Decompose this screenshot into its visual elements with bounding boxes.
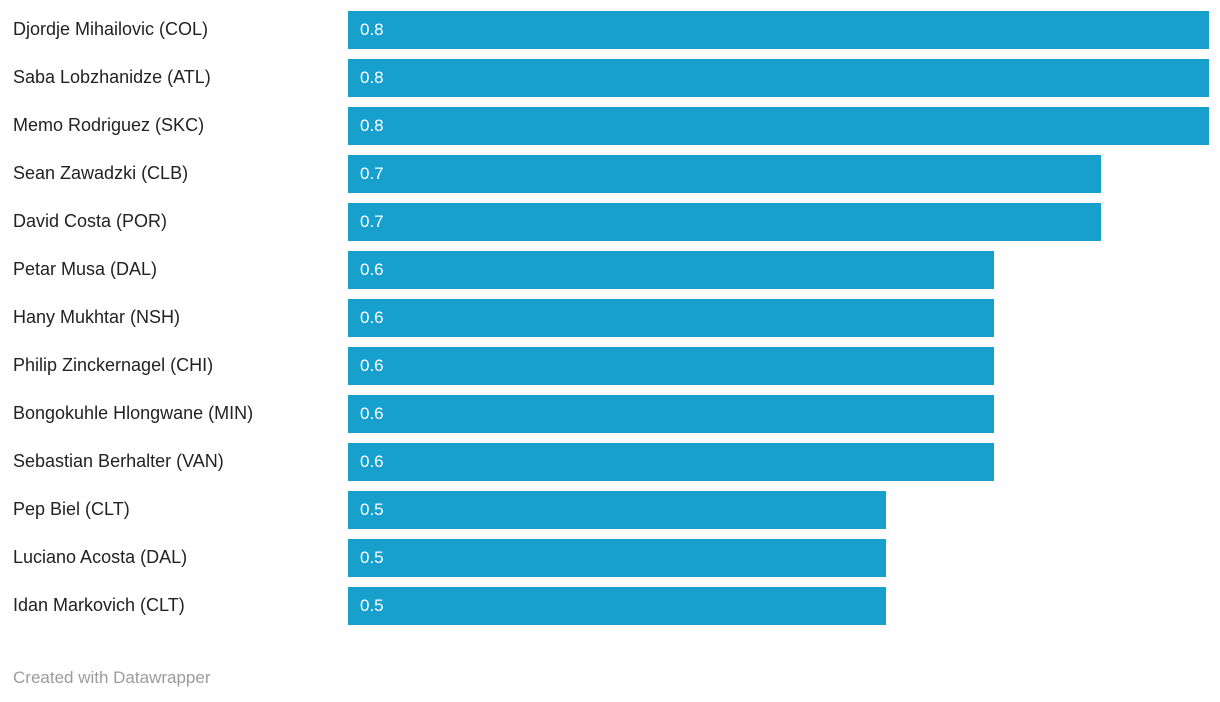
bar: 0.5 <box>348 539 887 577</box>
chart-row: Petar Musa (DAL) 0.6 <box>0 246 1220 294</box>
bar-value-label: 0.6 <box>360 404 384 423</box>
chart-row: Sean Zawadzki (CLB) 0.7 <box>0 150 1220 198</box>
bar-value-label: 0.7 <box>360 212 384 231</box>
bar: 0.6 <box>348 347 994 385</box>
bar: 0.6 <box>348 251 994 289</box>
row-label: Idan Markovich (CLT) <box>13 595 185 616</box>
chart-row: David Costa (POR) 0.7 <box>0 198 1220 246</box>
bar-track: 0.6 <box>348 299 1209 337</box>
row-label: Sean Zawadzki (CLB) <box>13 163 189 184</box>
chart-row: Djordje Mihailovic (COL) 0.8 <box>0 6 1220 54</box>
bar: 0.7 <box>348 155 1102 193</box>
row-label: Luciano Acosta (DAL) <box>13 547 188 568</box>
row-label: David Costa (POR) <box>13 211 168 232</box>
bar: 0.6 <box>348 443 994 481</box>
row-label: Sebastian Berhalter (VAN) <box>13 451 224 472</box>
bar-track: 0.6 <box>348 443 1209 481</box>
chart-row: Sebastian Berhalter (VAN) 0.6 <box>0 438 1220 486</box>
bar: 0.8 <box>348 107 1209 145</box>
chart-rows: Djordje Mihailovic (COL) 0.8 Saba Lobzhani… <box>0 6 1220 630</box>
chart-row: Pep Biel (CLT) 0.5 <box>0 486 1220 534</box>
bar: 0.5 <box>348 587 887 625</box>
row-label: Hany Mukhtar (NSH) <box>13 307 181 328</box>
bar-value-label: 0.8 <box>360 20 384 39</box>
bar-track: 0.7 <box>348 155 1209 193</box>
bar: 0.5 <box>348 491 887 529</box>
row-label: Djordje Mihailovic (COL) <box>13 19 209 40</box>
bar-track: 0.8 <box>348 107 1209 145</box>
bar-value-label: 0.6 <box>360 308 384 327</box>
bar-track: 0.7 <box>348 203 1209 241</box>
bar-track: 0.8 <box>348 59 1209 97</box>
bar: 0.6 <box>348 299 994 337</box>
chart-row: Philip Zinckernagel (CHI) 0.6 <box>0 342 1220 390</box>
bar-value-label: 0.6 <box>360 452 384 471</box>
bar-track: 0.6 <box>348 347 1209 385</box>
bar-value-label: 0.6 <box>360 356 384 375</box>
chart-row: Luciano Acosta (DAL) 0.5 <box>0 534 1220 582</box>
chart-row: Bongokuhle Hlongwane (MIN) 0.6 <box>0 390 1220 438</box>
bar-value-label: 0.5 <box>360 596 384 615</box>
bar-value-label: 0.6 <box>360 260 384 279</box>
row-label: Philip Zinckernagel (CHI) <box>13 355 214 376</box>
bar-value-label: 0.5 <box>360 548 384 567</box>
bar-track: 0.5 <box>348 539 1209 577</box>
bar-value-label: 0.8 <box>360 68 384 87</box>
chart-row: Hany Mukhtar (NSH) 0.6 <box>0 294 1220 342</box>
bar: 0.8 <box>348 11 1209 49</box>
bar: 0.8 <box>348 59 1209 97</box>
row-label: Pep Biel (CLT) <box>13 499 130 520</box>
bar-track: 0.6 <box>348 395 1209 433</box>
bar: 0.7 <box>348 203 1102 241</box>
bar-track: 0.5 <box>348 491 1209 529</box>
row-label: Petar Musa (DAL) <box>13 259 158 280</box>
chart-row: Saba Lobzhanidze (ATL) 0.8 <box>0 54 1220 102</box>
row-label: Saba Lobzhanidze (ATL) <box>13 67 211 88</box>
bar-value-label: 0.7 <box>360 164 384 183</box>
row-label: Bongokuhle Hlongwane (MIN) <box>13 403 254 424</box>
row-label: Memo Rodriguez (SKC) <box>13 115 205 136</box>
datawrapper-attribution-link[interactable]: Created with Datawrapper <box>13 668 211 687</box>
bar-track: 0.5 <box>348 587 1209 625</box>
bar-track: 0.8 <box>348 11 1209 49</box>
bar-value-label: 0.8 <box>360 116 384 135</box>
bar: 0.6 <box>348 395 994 433</box>
bar-track: 0.6 <box>348 251 1209 289</box>
bar-value-label: 0.5 <box>360 500 384 519</box>
chart-row: Memo Rodriguez (SKC) 0.8 <box>0 102 1220 150</box>
chart-row: Idan Markovich (CLT) 0.5 <box>0 582 1220 630</box>
